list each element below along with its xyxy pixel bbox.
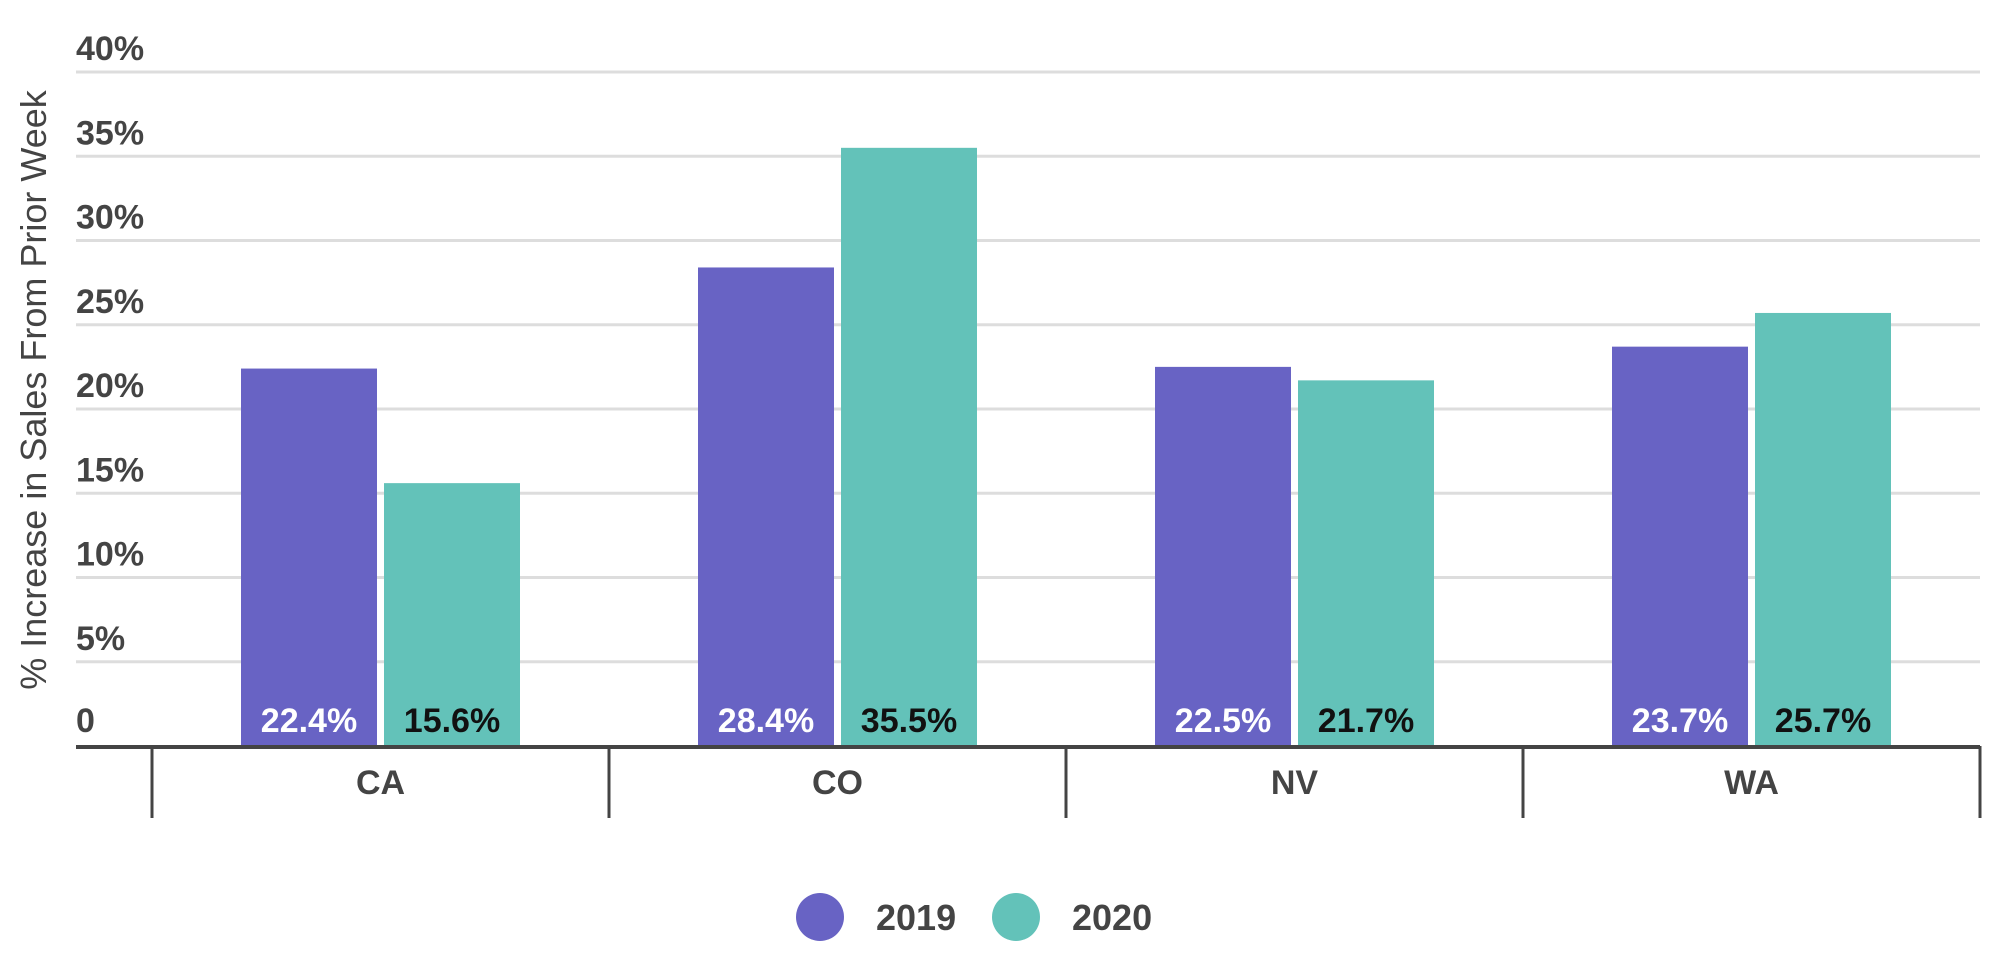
bars: 22.4% 15.6% 28.4% 35.5% 22.5% 21.7% 23.7% 25.7%	[241, 147, 1891, 746]
x-tick-label: NV	[1271, 764, 1319, 802]
y-tick-label: 40%	[76, 30, 144, 68]
data-label: 21.7%	[1318, 702, 1414, 740]
data-label: 25.7%	[1775, 702, 1871, 740]
legend-swatch-2019	[796, 893, 844, 941]
bar-wa-2020	[1755, 312, 1891, 746]
legend: 2019 2020	[796, 893, 1152, 941]
legend-label: 2019	[876, 897, 956, 938]
data-label: 22.5%	[1175, 702, 1271, 740]
y-tick-label: 15%	[76, 451, 144, 489]
y-tick-label: 5%	[76, 620, 125, 658]
y-tick-label: 25%	[76, 283, 144, 321]
y-axis-tick-labels: 0 5% 10% 15% 20% 25% 30% 35% 40%	[76, 30, 144, 740]
x-axis: CA CO NV WA	[76, 745, 1982, 818]
data-label: 15.6%	[404, 702, 500, 740]
legend-label: 2020	[1072, 897, 1152, 938]
x-tick-label: CO	[812, 764, 863, 802]
y-axis-label: % Increase in Sales From Prior Week	[13, 89, 54, 690]
data-label: 22.4%	[261, 702, 357, 740]
x-tick-label: WA	[1724, 764, 1779, 802]
bar-nv-2019	[1155, 366, 1291, 746]
y-tick-label: 0	[76, 702, 95, 740]
legend-swatch-2020	[992, 893, 1040, 941]
bar-ca-2020	[384, 483, 520, 746]
x-tick-label: CA	[356, 764, 405, 802]
bar-co-2020	[841, 147, 977, 746]
y-tick-label: 35%	[76, 114, 144, 152]
bar-nv-2020	[1298, 380, 1434, 746]
data-label: 23.7%	[1632, 702, 1728, 740]
y-tick-label: 20%	[76, 367, 144, 405]
y-tick-label: 30%	[76, 199, 144, 237]
bar-wa-2019	[1612, 346, 1748, 746]
data-label: 28.4%	[718, 702, 814, 740]
bar-ca-2019	[241, 368, 377, 746]
y-tick-label: 10%	[76, 536, 144, 574]
bar-co-2019	[698, 267, 834, 746]
data-label: 35.5%	[861, 702, 957, 740]
